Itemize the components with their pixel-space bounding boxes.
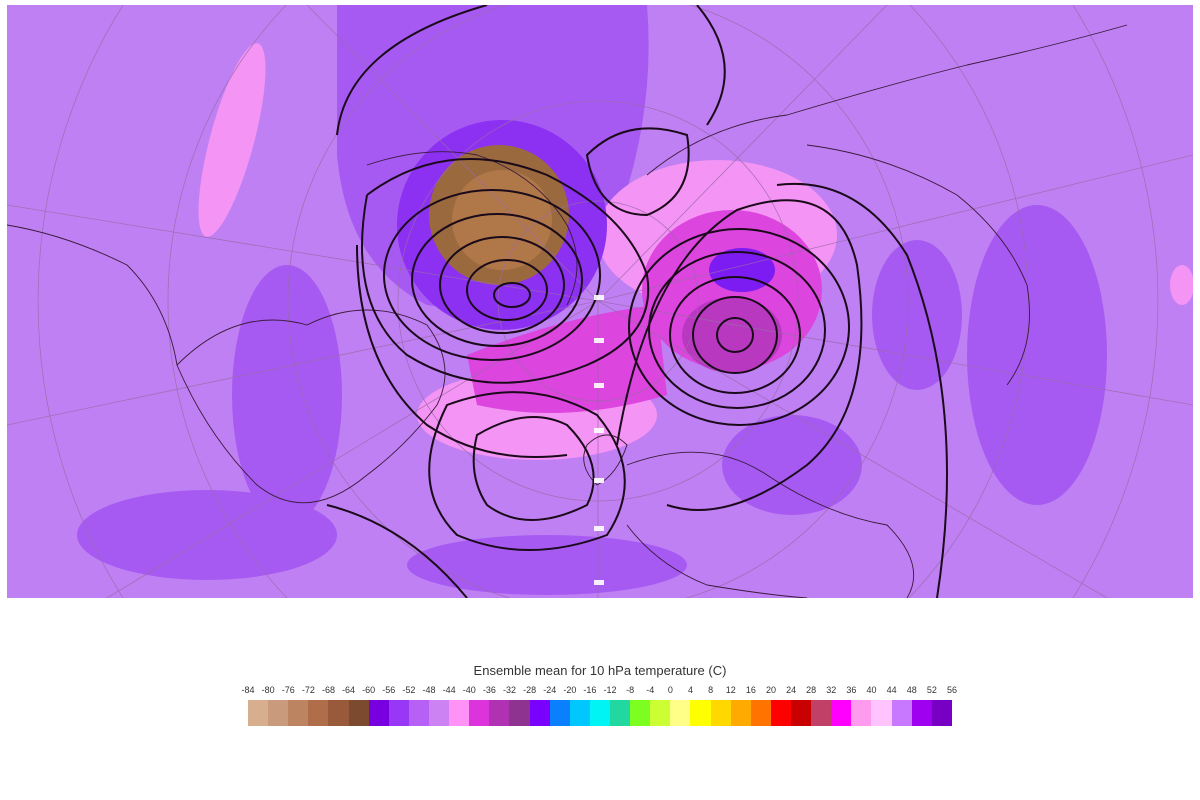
legend-tick-label: -48 xyxy=(422,685,436,695)
legend-swatch xyxy=(449,700,470,726)
legend-swatch xyxy=(609,700,631,726)
legend-swatch xyxy=(248,700,269,726)
legend-tick-label: -52 xyxy=(402,685,416,695)
legend-tick-label: 48 xyxy=(906,685,917,695)
legend-swatch xyxy=(308,700,329,726)
legend-tick-label: 4 xyxy=(687,685,694,695)
legend-swatch xyxy=(569,700,590,726)
legend-swatch xyxy=(710,700,731,726)
legend-swatch xyxy=(529,700,550,726)
legend-swatch xyxy=(750,700,771,726)
legend-tick-label: 20 xyxy=(765,685,776,695)
legend-swatch xyxy=(790,700,812,726)
legend-swatch xyxy=(690,700,711,726)
legend-swatch xyxy=(730,700,751,726)
legend-tick-label: -80 xyxy=(261,685,275,695)
legend-swatch xyxy=(268,700,289,726)
legend-tick-label: -72 xyxy=(301,685,315,695)
legend-tick-label: 28 xyxy=(806,685,817,695)
legend-swatch xyxy=(348,700,369,726)
legend-swatch xyxy=(851,700,872,726)
legend-swatch xyxy=(831,700,852,726)
legend-swatch xyxy=(368,700,389,726)
legend-swatch xyxy=(891,700,912,726)
legend-tick-label: -56 xyxy=(382,685,396,695)
coastlines xyxy=(7,24,1128,598)
legend-tick-label: -64 xyxy=(342,685,356,695)
legend-title: Ensemble mean for 10 hPa temperature (C) xyxy=(473,663,727,678)
legend-tick-label: 12 xyxy=(725,685,736,695)
legend-swatch xyxy=(871,700,892,726)
legend-tick-label: -44 xyxy=(442,685,456,695)
contour-lines xyxy=(326,5,948,598)
legend-swatch xyxy=(911,700,932,726)
legend-swatch xyxy=(650,700,671,726)
legend-swatch xyxy=(931,700,952,726)
legend-swatch xyxy=(589,700,610,726)
legend-swatch xyxy=(428,700,450,726)
legend-tick-label: -84 xyxy=(241,685,255,695)
legend-tick-label: -40 xyxy=(462,685,476,695)
legend-tick-label: 24 xyxy=(786,685,797,695)
legend-tick-label: -60 xyxy=(362,685,376,695)
legend-tick-label: -20 xyxy=(563,685,577,695)
temperature-map xyxy=(7,5,1193,598)
legend-swatch xyxy=(288,700,309,726)
legend-tick-label: -68 xyxy=(321,685,335,695)
legend-tick-label: -24 xyxy=(543,685,557,695)
legend-tick-label: 36 xyxy=(846,685,857,695)
legend-tick-label: -36 xyxy=(482,685,496,695)
legend-tick-label: 8 xyxy=(708,685,714,695)
graticule xyxy=(7,5,1193,598)
legend-swatch xyxy=(549,700,570,726)
legend-swatch xyxy=(469,700,490,726)
legend-tick-label: -8 xyxy=(626,685,635,695)
legend-tick-label: 52 xyxy=(926,685,937,695)
legend-swatch xyxy=(328,700,349,726)
legend-tick-label: 40 xyxy=(866,685,877,695)
legend-swatch xyxy=(670,700,691,726)
legend-swatch xyxy=(388,700,409,726)
legend-swatch xyxy=(770,700,791,726)
legend-swatch xyxy=(408,700,429,726)
legend-tick-labels: -84 -80 -76 -72 -68 -64 -60 -56 -52 -48 -44 -40 -36-… xyxy=(0,685,1200,699)
color-legend-bar xyxy=(248,700,952,726)
legend-tick-label: 32 xyxy=(826,685,837,695)
legend-tick-label: 0 xyxy=(667,685,673,695)
legend-swatch xyxy=(489,700,510,726)
legend-tick-label: -32 xyxy=(502,685,516,695)
legend-tick-label: -16 xyxy=(583,685,597,695)
legend-tick-label: 16 xyxy=(745,685,756,695)
legend-tick-label: 44 xyxy=(886,685,897,695)
legend-tick-label: -28 xyxy=(523,685,537,695)
legend-swatch xyxy=(811,700,832,726)
legend-tick-label: -76 xyxy=(281,685,295,695)
pressure-labels xyxy=(594,295,604,585)
legend-tick-label: 56 xyxy=(946,685,958,695)
legend-tick-label: -12 xyxy=(603,685,617,695)
legend-tick-label: -4 xyxy=(646,685,655,695)
temperature-fill-dark-magenta xyxy=(682,297,782,373)
temperature-fill-brown-inner xyxy=(452,170,552,270)
legend-swatch xyxy=(509,700,530,726)
legend-swatch xyxy=(630,700,651,726)
